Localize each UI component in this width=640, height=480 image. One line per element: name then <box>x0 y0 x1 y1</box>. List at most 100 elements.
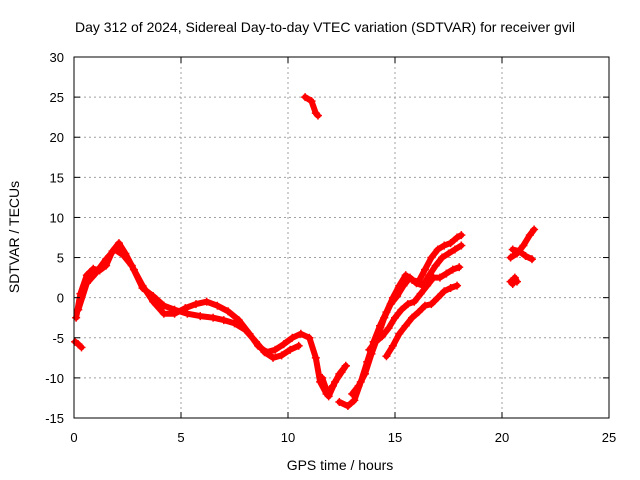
data-point <box>191 300 200 309</box>
x-axis-label: GPS time / hours <box>287 457 394 473</box>
data-point <box>271 345 280 354</box>
data-point <box>423 281 432 290</box>
data-point <box>508 245 517 254</box>
data-point <box>393 292 402 301</box>
data-point <box>209 313 218 322</box>
data-point <box>365 345 374 354</box>
data-point <box>183 309 192 318</box>
data-point <box>114 239 123 248</box>
data-point <box>384 324 393 333</box>
data-point <box>337 368 346 377</box>
plot-frame <box>73 56 610 419</box>
data-point <box>405 273 414 282</box>
data-point <box>149 292 158 301</box>
data-point <box>159 309 168 318</box>
data-point <box>82 271 91 280</box>
data-point <box>77 343 86 352</box>
data-point <box>519 241 528 250</box>
data-point <box>343 401 352 410</box>
y-tick-label: -15 <box>45 411 64 426</box>
data-point <box>403 300 412 309</box>
data-point <box>371 337 380 346</box>
data-point <box>119 251 128 260</box>
data-point <box>420 301 429 310</box>
data-point <box>335 397 344 406</box>
data-point <box>448 265 457 274</box>
data-point <box>427 253 436 262</box>
data-point <box>294 341 303 350</box>
data-point <box>444 249 453 258</box>
y-tick-label: 5 <box>57 251 64 266</box>
y-tick-label: -5 <box>52 331 64 346</box>
data-point <box>530 225 539 234</box>
data-point <box>286 345 295 354</box>
data-point <box>91 269 100 278</box>
data-point <box>442 269 451 278</box>
y-tick-label: 15 <box>50 170 64 185</box>
data-point <box>440 241 449 250</box>
data-point <box>435 273 444 282</box>
data-point <box>279 340 288 349</box>
data-point <box>446 239 455 248</box>
data-point <box>102 255 111 264</box>
data-point <box>354 381 363 390</box>
data-point <box>438 253 447 262</box>
data-point <box>395 329 404 338</box>
data-point <box>382 352 391 361</box>
data-point <box>457 241 466 250</box>
data-point <box>138 284 147 293</box>
data-point <box>512 277 521 286</box>
series-trace-evening-b <box>509 246 535 263</box>
data-point <box>277 351 286 360</box>
data-point <box>296 329 305 338</box>
data-point <box>506 253 515 262</box>
data-point <box>380 313 389 322</box>
data-point <box>391 313 399 322</box>
data-point <box>224 307 233 316</box>
series-trace-evening-c <box>507 274 520 287</box>
data-point <box>453 281 462 290</box>
data-point <box>82 279 91 288</box>
data-point <box>318 373 327 382</box>
data-point <box>416 289 425 298</box>
data-point <box>72 313 81 322</box>
data-point <box>412 279 421 288</box>
data-point <box>450 245 459 254</box>
data-point <box>433 245 442 254</box>
data-point <box>230 319 239 328</box>
y-tick-label: 20 <box>50 130 64 145</box>
data-point <box>397 305 406 314</box>
x-tick-label: 15 <box>388 430 402 445</box>
data-point <box>453 233 462 242</box>
data-point <box>202 297 211 306</box>
series-trace-late-noon <box>319 362 349 400</box>
data-point <box>219 316 228 325</box>
data-point <box>515 247 524 256</box>
data-point <box>269 353 278 362</box>
data-point <box>433 293 442 302</box>
series-trace-spike <box>302 94 321 119</box>
axis-ticks: 0 5 10 15 20 25 -15 -10 -5 0 5 10 15 20 25 30 <box>45 50 616 445</box>
y-tick-label: 25 <box>50 90 64 105</box>
data-point <box>446 284 455 293</box>
data-point <box>440 287 449 296</box>
data-point <box>350 396 359 405</box>
data-point <box>408 313 417 322</box>
data-point <box>431 261 440 270</box>
data-point <box>251 337 260 346</box>
data-point <box>324 392 333 401</box>
data-point <box>288 333 297 342</box>
data-point <box>414 308 423 317</box>
data-point <box>525 231 534 240</box>
data-point <box>260 348 269 357</box>
data-point <box>401 321 410 330</box>
data-point <box>127 261 136 270</box>
data-point <box>420 265 429 274</box>
data-point <box>311 353 320 362</box>
data-point <box>521 251 530 260</box>
data-point <box>427 300 436 309</box>
data-point <box>410 297 419 306</box>
y-tick-label: 10 <box>50 210 64 225</box>
data-point <box>331 377 340 386</box>
